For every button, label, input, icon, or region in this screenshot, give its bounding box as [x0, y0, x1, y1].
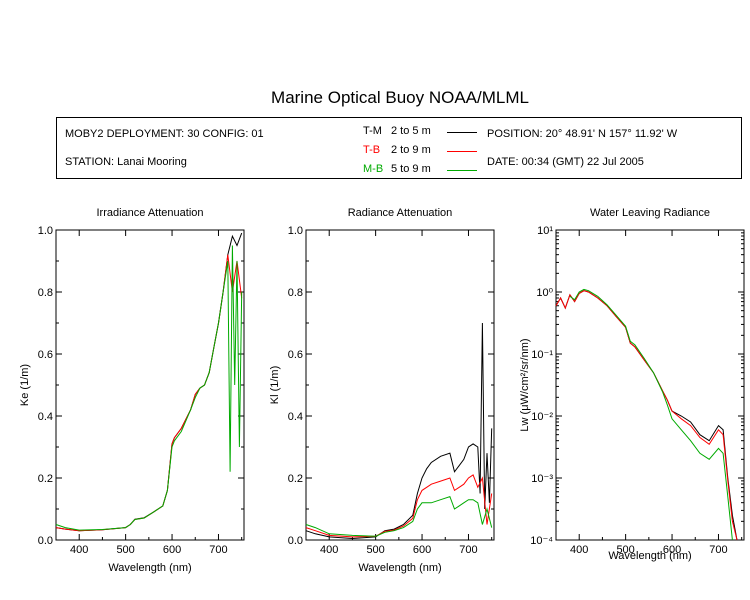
y-tick-label: 10⁻¹	[531, 349, 553, 361]
position-text: POSITION: 20° 48.91' N 157° 11.92' W	[487, 128, 678, 140]
y-tick-label: 0.6	[288, 349, 303, 361]
date-text: DATE: 00:34 (GMT) 22 Jul 2005	[487, 156, 644, 168]
series-t-b	[55, 254, 243, 532]
x-tick-label: 600	[413, 544, 431, 556]
series-t-m	[555, 290, 738, 541]
y-tick-label: 0.2	[288, 473, 303, 485]
legend-range-t-b: 2 to 9 m	[391, 144, 431, 156]
page-title: Marine Optical Buoy NOAA/MLML	[271, 88, 529, 107]
y-tick-label: 0.4	[288, 411, 303, 423]
series-m-b	[55, 245, 243, 531]
x-tick-label: 700	[209, 544, 227, 556]
y-tick-label: 1.0	[288, 225, 303, 237]
y-tick-label: 10⁻²	[531, 411, 553, 423]
y-tick-label: 10⁻⁴	[530, 535, 553, 547]
plot-frame	[305, 229, 495, 541]
series-t-m	[55, 232, 243, 532]
plot-frame	[55, 229, 245, 541]
y-axis-label: Ke (1/m)	[19, 364, 31, 406]
legend-code-t-m: T-M	[363, 125, 382, 137]
series-t-b	[305, 474, 493, 538]
series-m-b	[569, 288, 733, 541]
chart-3: Water Leaving Radiance 400 500 600 700 10⁻⁴ 10…	[519, 207, 745, 562]
y-tick-label: 0.6	[38, 349, 53, 361]
y-tick-label: 0.0	[288, 535, 303, 547]
chart-title: Radiance Attenuation	[348, 207, 453, 219]
y-tick-label: 0.0	[38, 535, 53, 547]
legend-line-m-b	[447, 170, 477, 171]
x-tick-label: 500	[366, 544, 384, 556]
legend-line-t-b	[447, 151, 477, 152]
chart-2: Radiance Attenuation 400 500 600 700 0.0 0.2 0.…	[269, 207, 495, 574]
x-tick-label: 500	[116, 544, 134, 556]
series-t-b	[555, 290, 738, 541]
x-tick-label: 700	[459, 544, 477, 556]
y-tick-label: 1.0	[38, 225, 53, 237]
y-axis-label: Kl (1/m)	[269, 366, 281, 405]
x-tick-label: 700	[709, 544, 727, 556]
chart-1: Irradiance Attenuation 400 500 600 700 0.0 0.2…	[19, 207, 245, 574]
x-tick-label: 600	[163, 544, 181, 556]
legend-code-m-b: M-B	[363, 163, 384, 175]
y-tick-label: 0.2	[38, 473, 53, 485]
x-axis-label: Wavelength (nm)	[358, 562, 441, 574]
y-tick-label: 10¹	[537, 225, 553, 237]
deployment-text: MOBY2 DEPLOYMENT: 30 CONFIG: 01	[65, 128, 264, 140]
legend-range-m-b: 5 to 9 m	[391, 163, 431, 175]
chart-title: Water Leaving Radiance	[590, 207, 710, 219]
x-axis-label: Wavelength (nm)	[608, 550, 691, 562]
legend-code-t-b: T-B	[363, 144, 381, 156]
x-tick-label: 400	[70, 544, 88, 556]
station-text: STATION: Lanai Mooring	[65, 156, 187, 168]
y-tick-label: 10⁰	[536, 287, 553, 299]
x-tick-label: 600	[663, 544, 681, 556]
y-tick-label: 0.4	[38, 411, 53, 423]
x-tick-label: 500	[616, 544, 634, 556]
y-tick-label: 0.8	[38, 287, 53, 299]
x-tick-label: 400	[570, 544, 588, 556]
chart-title: Irradiance Attenuation	[96, 207, 203, 219]
plot-frame	[555, 229, 745, 541]
x-axis-label: Wavelength (nm)	[108, 562, 191, 574]
series-t-m	[305, 322, 493, 540]
y-axis-label: Lw (μW/cm²/sr/nm)	[519, 338, 531, 431]
legend-line-t-m	[447, 132, 477, 133]
info-box: MOBY2 DEPLOYMENT: 30 CONFIG: 01 STATION:…	[56, 117, 742, 179]
series-m-b	[305, 495, 493, 537]
x-tick-label: 400	[320, 544, 338, 556]
y-tick-label: 0.8	[288, 287, 303, 299]
legend-range-t-m: 2 to 5 m	[391, 125, 431, 137]
y-tick-label: 10⁻³	[531, 473, 553, 485]
